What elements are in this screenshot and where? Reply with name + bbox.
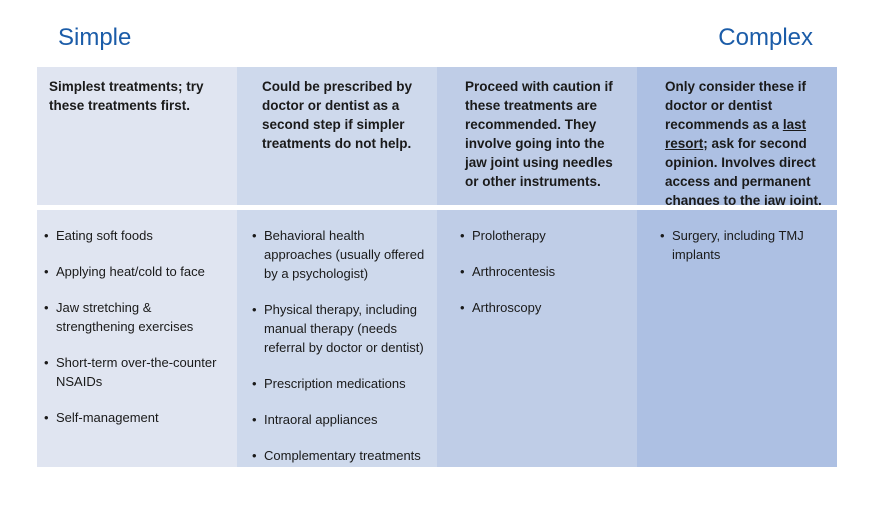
column-2-treatment-list: Behavioral health approaches (usually of… (252, 226, 427, 465)
simple-label: Simple (58, 24, 132, 51)
column-3-header: Proceed with caution if these treatments… (437, 67, 637, 205)
treatment-item: Behavioral health approaches (usually of… (252, 226, 427, 283)
treatment-item: Jaw stretching & strengthening exercises (44, 298, 227, 336)
treatment-item: Complementary treatments (252, 446, 427, 465)
column-1-treatment-list: Eating soft foods Applying heat/cold to f… (44, 226, 227, 427)
treatment-item: Intraoral appliances (252, 410, 427, 429)
column-3-list-cell: Prolotherapy Arthrocentesis Arthroscopy (437, 210, 637, 467)
column-3-treatment-list: Prolotherapy Arthrocentesis Arthroscopy (460, 226, 627, 317)
treatment-item: Self-management (44, 408, 227, 427)
column-4-header: Only consider these if doctor or dentist… (637, 67, 837, 205)
treatment-item: Applying heat/cold to face (44, 262, 227, 281)
column-4-header-text-post: ; ask for second opinion. Involves direc… (665, 136, 822, 205)
column-4-list-cell: Surgery, including TMJ implants (637, 210, 837, 467)
column-4-header-text-underlined: last resort (665, 117, 807, 151)
column-1-list-cell: Eating soft foods Applying heat/cold to f… (37, 210, 237, 467)
treatment-item: Arthroscopy (460, 298, 627, 317)
column-2-header-text: Could be prescribed by doctor or dentist… (262, 79, 413, 151)
treatment-item: Surgery, including TMJ implants (660, 226, 827, 264)
treatment-item: Short-term over-the-counter NSAIDs (44, 353, 227, 391)
treatment-item: Physical therapy, including manual thera… (252, 300, 427, 357)
column-1-header-text: Simplest treatments; try these treatment… (49, 79, 204, 113)
column-3-header-text: Proceed with caution if these treatments… (465, 79, 613, 189)
treatment-item: Prescription medications (252, 374, 427, 393)
treatment-item: Arthrocentesis (460, 262, 627, 281)
column-2-list-cell: Behavioral health approaches (usually of… (237, 210, 437, 467)
column-2-header: Could be prescribed by doctor or dentist… (237, 67, 437, 205)
treatment-item: Eating soft foods (44, 226, 227, 245)
column-4-header-text-pre: Only consider these if doctor or dentist… (665, 79, 807, 132)
complex-label: Complex (718, 24, 813, 51)
column-4-treatment-list: Surgery, including TMJ implants (660, 226, 827, 264)
column-1-header: Simplest treatments; try these treatment… (37, 67, 237, 205)
spectrum-axis: Simple Complex (37, 24, 837, 52)
treatment-item: Prolotherapy (460, 226, 627, 245)
treatment-columns-grid: Simplest treatments; try these treatment… (37, 67, 837, 467)
